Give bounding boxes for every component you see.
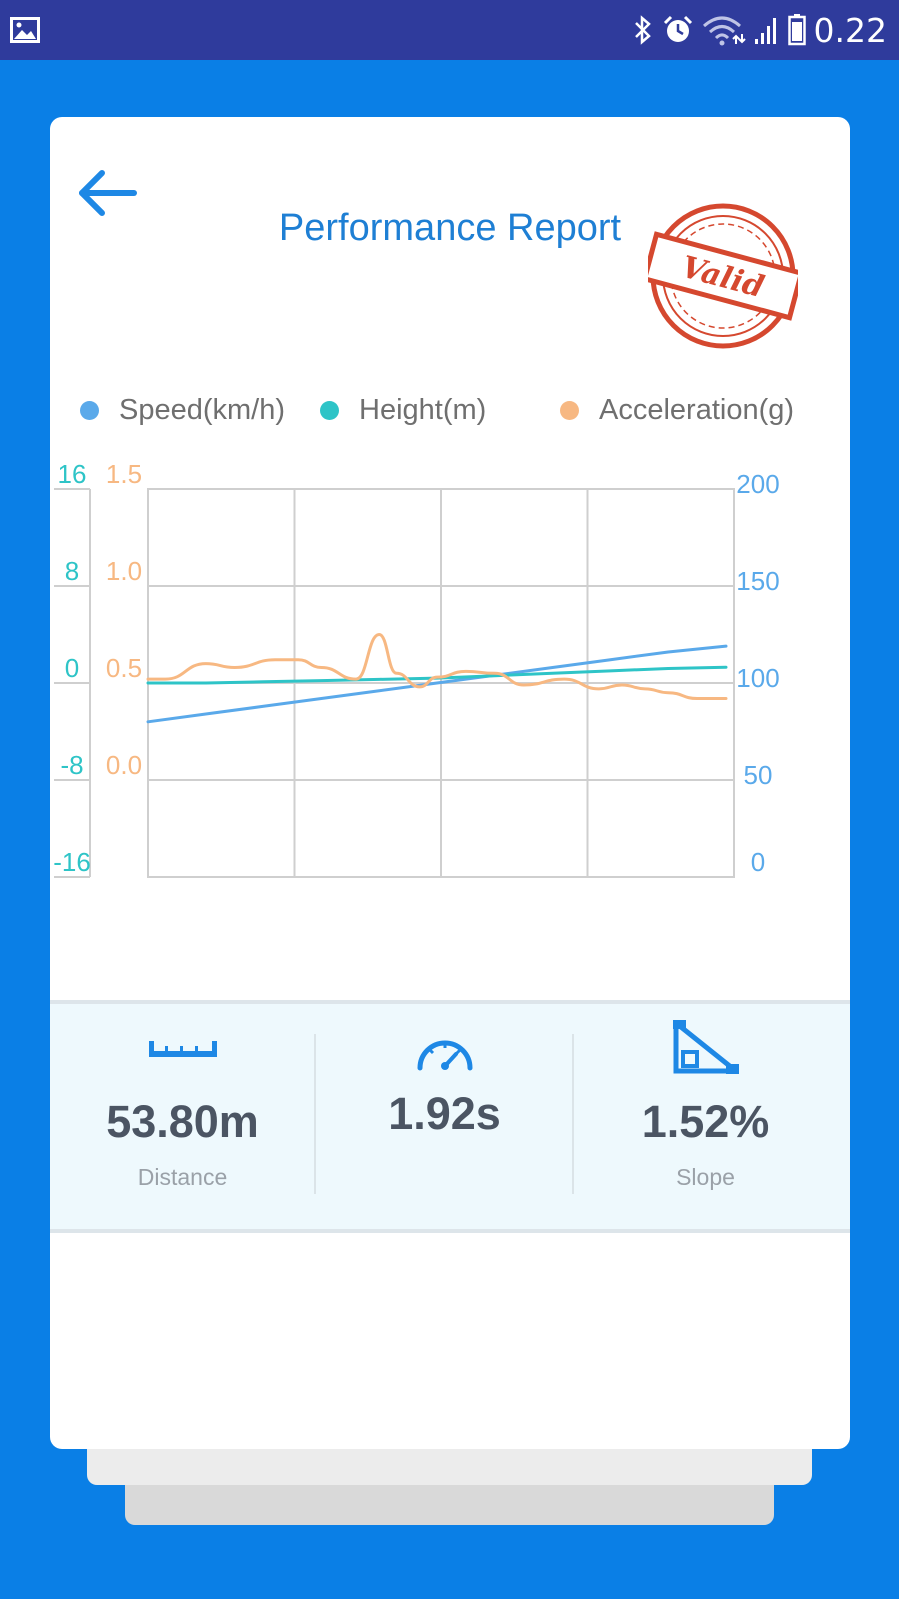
speed-axis-label: 150 [736, 566, 779, 596]
acceleration-axis-label: 1.0 [106, 556, 142, 586]
valid-stamp: Valid [648, 203, 798, 349]
report-card: Performance Report Valid Speed(km/h) Hei… [50, 117, 850, 1449]
acceleration-axis-label: 0.0 [106, 750, 142, 780]
acceleration-series-line [146, 633, 728, 701]
stat-label: Distance [137, 1164, 228, 1190]
height-axis-label: -16 [53, 847, 91, 877]
acceleration-axis-label: 1.5 [106, 459, 142, 489]
stat-value: 53.80m [106, 1096, 259, 1147]
legend-label: Height(m) [359, 394, 487, 426]
card-stack-shadow-2 [125, 1480, 774, 1525]
back-arrow-icon[interactable] [72, 159, 142, 229]
status-time: 0.22 [813, 10, 887, 50]
performance-chart: 16 8 0 -8 -16 1.5 1.0 0.5 0.0 200 150 100 50 0 [53, 459, 780, 878]
slope-icon [672, 1020, 739, 1074]
height-axis-label: -8 [60, 750, 83, 780]
speed-axis-label: 0 [751, 847, 765, 877]
speed-axis-label: 200 [736, 469, 779, 499]
height-series-line [146, 665, 728, 685]
page-title: Performance Report [278, 207, 622, 249]
stat-distance: 53.80m Distance [50, 1004, 315, 1229]
chart-legend: Speed(km/h) Height(m) Acceleration(g) [50, 394, 850, 434]
legend-item-height: Height(m) [320, 394, 486, 427]
stat-slope: 1.52% Slope [574, 1004, 837, 1229]
stat-divider [314, 1034, 316, 1194]
speed-axis-label: 50 [744, 760, 773, 790]
speed-axis-label: 100 [736, 663, 779, 693]
wifi-icon [702, 16, 746, 46]
stat-divider [572, 1034, 574, 1194]
legend-label: Acceleration(g) [599, 394, 795, 426]
stat-value: 1.52% [641, 1096, 770, 1147]
stat-value: 1.92s [388, 1088, 501, 1139]
gallery-icon [10, 17, 40, 43]
status-bar: 0.22 [0, 0, 899, 60]
stats-panel: 53.80m Distance 1.92s 1.52% [50, 1000, 850, 1233]
legend-label: Speed(km/h) [119, 394, 286, 426]
speed-series-line [146, 644, 728, 724]
acceleration-axis-label: 0.5 [106, 653, 142, 683]
height-axis-label: 16 [58, 459, 87, 489]
alarm-icon [663, 15, 692, 42]
legend-dot-speed [80, 401, 99, 420]
stat-time: 1.92s [316, 1004, 573, 1229]
height-axis-label: 0 [65, 653, 79, 683]
height-axis-label: 8 [65, 556, 79, 586]
legend-item-acceleration: Acceleration(g) [560, 394, 794, 427]
signal-icon [754, 18, 776, 44]
stat-label: Slope [676, 1164, 735, 1190]
legend-item-speed: Speed(km/h) [80, 394, 285, 427]
bluetooth-icon [634, 15, 651, 45]
speedometer-icon [417, 1040, 472, 1071]
legend-dot-acceleration [560, 401, 579, 420]
ruler-icon [148, 1041, 217, 1057]
legend-dot-height [320, 401, 339, 420]
battery-icon [787, 14, 806, 46]
